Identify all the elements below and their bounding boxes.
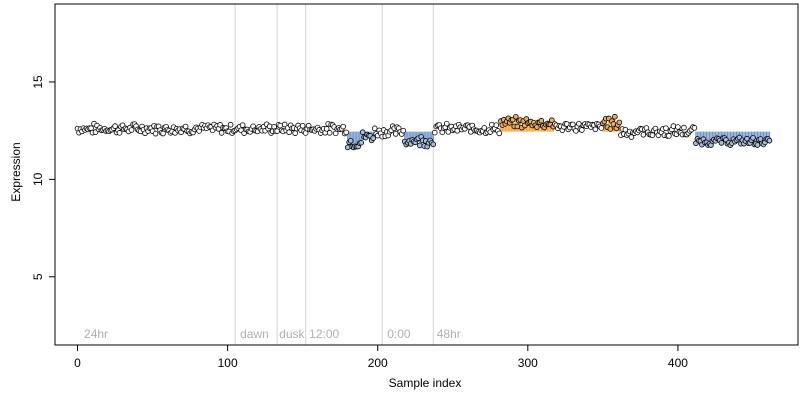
axes: 0 100 200 300 400 5 10 15 bbox=[31, 3, 799, 370]
plot-frame bbox=[54, 3, 799, 346]
point-411 bbox=[691, 125, 698, 131]
x-tick-label-400: 400 bbox=[668, 356, 688, 370]
point-96 bbox=[218, 130, 225, 136]
point-345 bbox=[592, 126, 599, 133]
point-279 bbox=[493, 122, 500, 128]
point-182 bbox=[347, 137, 354, 144]
point-145 bbox=[292, 130, 298, 136]
y-tick-label-15: 15 bbox=[31, 75, 45, 89]
point-397 bbox=[670, 123, 677, 129]
point-190 bbox=[359, 129, 366, 135]
point-392 bbox=[663, 125, 669, 131]
point-166 bbox=[323, 126, 330, 132]
point-110 bbox=[239, 122, 246, 128]
point-138 bbox=[281, 121, 288, 128]
point-28 bbox=[116, 130, 123, 136]
point-404 bbox=[681, 124, 687, 131]
point-349 bbox=[598, 125, 605, 131]
x-axis-title: Sample index bbox=[389, 376, 462, 390]
point-238 bbox=[431, 129, 438, 136]
plot-area bbox=[55, 4, 798, 345]
point-429 bbox=[718, 140, 725, 146]
point-358 bbox=[612, 113, 618, 120]
point-141 bbox=[286, 129, 292, 136]
point-450 bbox=[750, 135, 756, 141]
point-180 bbox=[344, 144, 351, 151]
point-128 bbox=[266, 123, 273, 130]
point-57 bbox=[160, 130, 166, 137]
point-150 bbox=[299, 122, 306, 129]
point-168 bbox=[326, 130, 333, 136]
point-355 bbox=[607, 126, 614, 132]
point-177 bbox=[340, 123, 346, 130]
annotation-dusk: dusk bbox=[279, 327, 305, 341]
point-228 bbox=[416, 142, 423, 149]
annotation-48hr: 48hr bbox=[437, 327, 461, 341]
point-361 bbox=[616, 119, 623, 126]
point-357 bbox=[610, 121, 617, 127]
point-400 bbox=[675, 124, 681, 130]
point-293 bbox=[514, 123, 521, 130]
point-198 bbox=[371, 125, 378, 132]
point-237 bbox=[430, 141, 437, 148]
point-36 bbox=[128, 127, 135, 133]
point-446 bbox=[744, 135, 750, 142]
y-tick-label-5: 5 bbox=[31, 273, 45, 280]
x-tick-label-0: 0 bbox=[74, 356, 81, 370]
point-25 bbox=[112, 123, 118, 129]
point-334 bbox=[576, 120, 582, 127]
point-246 bbox=[443, 120, 450, 127]
point-383 bbox=[649, 132, 656, 138]
point-306 bbox=[534, 124, 540, 130]
point-217 bbox=[400, 127, 407, 134]
annotation-dawn: dawn bbox=[240, 327, 269, 341]
x-tick-label-200: 200 bbox=[368, 356, 388, 370]
annotation-1200: 12:00 bbox=[309, 327, 339, 341]
point-133 bbox=[274, 128, 280, 134]
point-212 bbox=[392, 131, 399, 137]
point-377 bbox=[640, 131, 647, 138]
y-axis-title: Expression bbox=[9, 142, 23, 201]
point-179 bbox=[343, 129, 349, 136]
point-72 bbox=[182, 123, 189, 130]
point-394 bbox=[666, 133, 672, 139]
point-197 bbox=[370, 135, 377, 141]
point-292 bbox=[513, 114, 519, 120]
annotation-24hr: 24hr bbox=[84, 327, 108, 341]
x-tick-label-100: 100 bbox=[218, 356, 238, 370]
point-309 bbox=[538, 117, 545, 124]
vertical-guide-lines bbox=[234, 4, 434, 345]
x-tick-label-300: 300 bbox=[518, 356, 538, 370]
point-135 bbox=[277, 122, 283, 129]
y-tick-label-10: 10 bbox=[31, 172, 45, 186]
point-271 bbox=[481, 125, 488, 131]
time-annotations: 24hr dawn dusk 12:00 0:00 48hr bbox=[84, 327, 461, 341]
point-52 bbox=[152, 130, 159, 137]
data-points bbox=[74, 113, 773, 151]
point-316 bbox=[549, 117, 555, 124]
point-172 bbox=[332, 130, 339, 137]
point-453 bbox=[754, 142, 761, 148]
plot-background bbox=[55, 4, 798, 345]
point-281 bbox=[496, 130, 503, 137]
point-102 bbox=[227, 121, 234, 128]
point-189 bbox=[358, 139, 365, 146]
point-336 bbox=[579, 127, 585, 133]
point-461 bbox=[766, 137, 773, 144]
annotation-000: 0:00 bbox=[387, 327, 411, 341]
